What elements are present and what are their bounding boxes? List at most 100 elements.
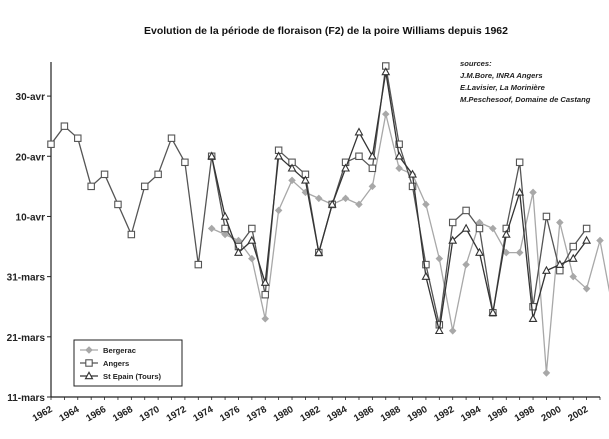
x-tick-label: 1978 <box>245 404 269 424</box>
chart-title: Evolution de la période de floraison (F2… <box>144 25 508 37</box>
data-point <box>234 247 243 256</box>
data-point <box>542 265 551 274</box>
data-point <box>395 140 403 148</box>
legend-swatch-marker <box>85 346 93 354</box>
x-tick-label: 1966 <box>84 404 108 424</box>
data-point <box>448 235 458 244</box>
data-point <box>355 152 363 161</box>
data-point <box>394 151 404 160</box>
data-point <box>207 151 217 160</box>
x-tick-label: 1994 <box>459 404 483 424</box>
data-point <box>556 218 564 227</box>
x-tick-label: 1982 <box>298 404 322 424</box>
data-point <box>127 230 136 239</box>
legend-item: Bergerac <box>80 346 136 355</box>
data-point <box>341 194 350 203</box>
data-point <box>475 247 484 256</box>
data-point <box>435 254 444 263</box>
data-point <box>100 170 109 179</box>
x-tick-label: 1964 <box>57 404 81 424</box>
data-point <box>556 266 564 275</box>
data-point <box>288 176 296 185</box>
x-tick-label: 1970 <box>138 404 162 424</box>
data-point <box>354 127 364 136</box>
data-point <box>314 247 324 256</box>
data-point <box>221 224 229 233</box>
data-point <box>315 194 323 203</box>
source-line-2: E.Lavisier, La Morinière <box>460 83 546 92</box>
data-point <box>248 254 256 263</box>
series-line <box>211 113 609 374</box>
data-point <box>261 314 270 323</box>
data-point <box>582 235 592 244</box>
data-point <box>261 290 269 299</box>
data-point <box>368 182 377 191</box>
data-point <box>221 230 229 239</box>
x-tick-label: 1986 <box>352 404 376 424</box>
x-tick-label: 2002 <box>566 404 590 424</box>
data-point <box>501 229 511 238</box>
data-point <box>368 164 377 173</box>
data-point <box>167 134 176 142</box>
x-tick-label: 1962 <box>31 404 55 424</box>
data-point <box>555 259 565 268</box>
data-point <box>568 253 578 262</box>
data-point <box>489 224 497 233</box>
y-tick-label: 31-mars <box>7 273 46 284</box>
data-point <box>408 169 417 178</box>
data-point <box>248 224 256 233</box>
data-point <box>74 134 82 142</box>
data-point <box>194 260 203 269</box>
data-point <box>327 199 337 208</box>
x-tick-label: 1992 <box>432 404 456 424</box>
data-point <box>515 158 524 167</box>
data-point <box>462 260 470 269</box>
x-tick-label: 1976 <box>218 404 242 424</box>
data-point <box>395 164 403 173</box>
y-tick-label: 21-mars <box>7 333 46 344</box>
x-axis-ticks: 1962 1964 1966 1968 1970 1972 1974 1976 1978 1980… <box>31 397 601 424</box>
y-tick-label: 11-mars <box>7 393 45 404</box>
sources-note: sources: J.M.Bore, INRA Angers E.Lavisie… <box>460 59 591 104</box>
legend-label: Angers <box>103 359 129 368</box>
legend-label: St Epain (Tours) <box>103 372 162 381</box>
x-tick-label: 1984 <box>325 404 349 424</box>
legend-label: Bergerac <box>103 346 136 355</box>
data-point <box>528 313 538 323</box>
data-point <box>300 175 310 184</box>
series-bergerac <box>207 110 609 377</box>
data-point <box>502 248 511 257</box>
data-point <box>434 325 444 335</box>
data-point <box>367 151 377 160</box>
data-point <box>515 248 524 257</box>
x-tick-label: 2000 <box>540 404 564 424</box>
data-point <box>114 200 122 209</box>
data-point <box>247 235 257 244</box>
data-point <box>488 307 498 316</box>
data-point <box>220 211 230 220</box>
x-tick-label: 1990 <box>406 404 430 424</box>
data-point <box>341 163 351 172</box>
data-point <box>381 67 391 76</box>
y-tick-label: 10-avr <box>16 212 46 223</box>
data-point <box>462 206 470 215</box>
y-tick-label: 20-avr <box>16 152 46 163</box>
data-point <box>582 284 591 293</box>
x-tick-label: 1988 <box>379 404 403 424</box>
x-tick-label: 1972 <box>165 404 189 424</box>
data-point <box>381 110 390 118</box>
data-point <box>181 158 189 167</box>
data-point <box>207 224 216 233</box>
data-point <box>287 163 297 172</box>
x-tick-label: 1996 <box>486 404 510 424</box>
data-point <box>569 272 577 281</box>
data-point <box>596 236 604 245</box>
y-tick-label: 30-avr <box>16 92 46 103</box>
legend: Bergerac Angers St Epain (Tours) <box>73 339 183 387</box>
data-point <box>542 369 551 377</box>
data-point <box>582 224 591 233</box>
data-point <box>260 277 270 286</box>
data-point <box>274 206 283 215</box>
axes <box>50 62 600 398</box>
